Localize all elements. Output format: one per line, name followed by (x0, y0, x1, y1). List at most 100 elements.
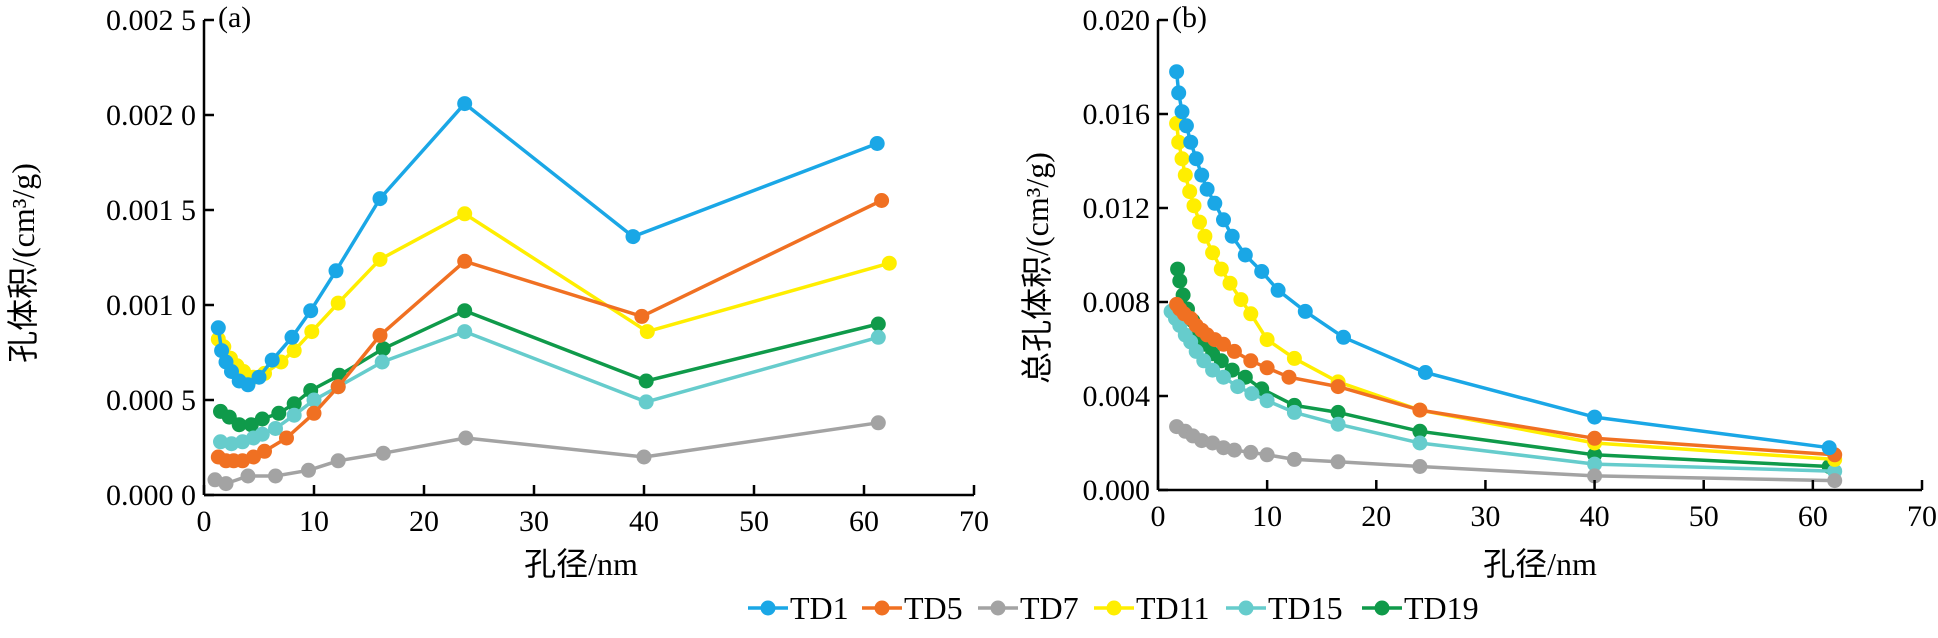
panel-b-point-td19 (1172, 273, 1188, 289)
panel-b-point-td15 (1587, 456, 1603, 472)
panel-a-y-tick-label: 0.000 0 (106, 479, 196, 512)
panel-b-point-td11 (1259, 332, 1275, 348)
panel-a-point-td1 (303, 303, 319, 319)
panel-b-point-td19 (1170, 261, 1186, 277)
panel-a-point-td11 (372, 251, 388, 267)
panel-b-point-td11 (1233, 292, 1249, 308)
panel-b-point-td7 (1412, 459, 1428, 474)
panel-b-point-td11 (1186, 198, 1202, 214)
panel-a-series-td1 (210, 96, 885, 393)
panel-a-x-tick-label: 20 (409, 505, 439, 538)
panel-a-point-td5 (257, 443, 272, 459)
panel-b-point-td1 (1254, 264, 1270, 279)
panel-a-point-td15 (638, 394, 654, 410)
panel-b-point-td15 (1216, 369, 1231, 385)
panel-a-point-td1 (869, 136, 885, 151)
panel-b-point-td15 (1412, 435, 1428, 451)
panel-b-point-td1 (1224, 228, 1240, 244)
panel-b-point-td1 (1194, 167, 1210, 183)
panel-b-series-td15 (1163, 303, 1843, 479)
panel-b-point-td5 (1330, 379, 1346, 395)
panel-a-point-td7 (870, 415, 886, 431)
legend-label-td19: TD19 (1404, 590, 1479, 626)
panel-a-point-td19 (870, 316, 886, 332)
panel-b-point-td7 (1286, 451, 1302, 467)
panel-a-series (207, 96, 897, 492)
panel-b-series-td7 (1169, 419, 1843, 489)
panel-a-y-tick-label: 0.001 0 (106, 289, 196, 322)
panel-a-point-td5 (874, 193, 890, 208)
panel-a-point-td5 (372, 327, 388, 343)
panel-b-point-td1 (1183, 134, 1199, 150)
panel-b-point-td1 (1174, 104, 1190, 120)
panel-a-point-td5 (634, 308, 650, 324)
panel-b-point-td1 (1417, 365, 1433, 380)
panel-a-x-tick-label: 10 (299, 505, 329, 538)
panel-b-point-td1 (1297, 303, 1313, 319)
panel-a-y-tick-label: 0.002 5 (106, 4, 196, 37)
legend-item-td7: TD7 (978, 590, 1079, 626)
panel-b-x-ticks: 0 10 20 30 40 50 60 70 (1151, 480, 1937, 533)
panel-a-point-td5 (246, 449, 261, 465)
legend-marker-td11 (1106, 600, 1122, 616)
panel-a-point-td7 (375, 445, 391, 461)
panel-a-x-tick-label: 50 (739, 505, 769, 538)
panel-a-x-tick-label: 30 (519, 505, 549, 538)
panel-a-point-td7 (330, 453, 346, 469)
panel-a-point-td11 (304, 324, 320, 340)
legend-label-td11: TD11 (1136, 590, 1209, 626)
panel-a-x-tick-label: 0 (197, 505, 212, 538)
panel-a-point-td15 (870, 329, 886, 345)
panel-a-axes (202, 20, 974, 497)
panel-b-point-td11 (1197, 228, 1213, 244)
panel-a-series-td5 (210, 193, 890, 469)
panel-b-point-td5 (1587, 430, 1603, 446)
panel-b-point-td7 (1827, 473, 1843, 489)
panel-b-point-td1 (1587, 409, 1603, 425)
panel-b-y-tick-label: 0.020 (1083, 4, 1151, 37)
panel-b-x-title: 孔径/nm (1483, 546, 1597, 582)
panel-b-point-td5 (1412, 402, 1428, 418)
panel-a-point-td7 (636, 449, 652, 465)
panel-a-point-td19 (254, 411, 270, 427)
panel-a-series-td7 (207, 415, 886, 492)
panel-a-point-td1 (284, 329, 300, 345)
panel-a-point-td11 (881, 255, 897, 271)
panel-b-x-tick-label: 20 (1361, 500, 1391, 533)
panel-b-point-td11 (1222, 275, 1238, 291)
panel-a-point-td11 (330, 295, 346, 311)
panel-a-point-td15 (374, 354, 390, 370)
panel-a-series-td19 (213, 303, 886, 433)
panel-b-y-tick-label: 0.012 (1083, 192, 1151, 225)
panel-a-point-td1 (210, 320, 226, 336)
panel-b-point-td11 (1177, 167, 1193, 183)
panel-b-point-td1 (1270, 282, 1286, 298)
panel-b-x-tick-label: 70 (1907, 500, 1937, 533)
panel-a-point-td15 (268, 421, 283, 436)
panel-b-x-tick-label: 50 (1689, 500, 1719, 533)
panel-b-point-td1 (1237, 247, 1253, 263)
panel-b-point-td15 (1196, 353, 1212, 369)
panel-b-point-td15 (1244, 386, 1260, 402)
legend: TD1 TD5 TD7 TD11 TD15 TD19 (748, 590, 1479, 626)
panel-b-point-td15 (1230, 379, 1246, 395)
legend-item-td11: TD11 (1094, 590, 1209, 626)
legend-marker-td1 (760, 600, 776, 616)
panel-b-point-td11 (1174, 151, 1190, 167)
panel-b-point-td1 (1336, 329, 1351, 345)
panel-a-point-td19 (457, 303, 473, 319)
legend-marker-td19 (1374, 600, 1390, 616)
panel-b-point-td5 (1226, 343, 1242, 359)
panel-b-line-td19 (1175, 268, 1830, 469)
panel-a-point-td19 (271, 405, 287, 421)
panel-a: 0 10 20 30 40 50 60 70 0.000 00.000 50.001 00.0… (5, 1, 989, 582)
panel-b-point-td1 (1169, 64, 1185, 80)
panel-a-point-td7 (240, 468, 256, 484)
panel-b-point-td11 (1213, 261, 1229, 277)
panel-b-point-td11 (1205, 245, 1221, 261)
panel-a-point-td19 (243, 417, 259, 433)
panel-a-label: (a) (218, 1, 251, 34)
panel-b-point-td5 (1259, 360, 1275, 376)
legend-label-td7: TD7 (1020, 590, 1079, 626)
legend-item-td5: TD5 (862, 590, 963, 626)
